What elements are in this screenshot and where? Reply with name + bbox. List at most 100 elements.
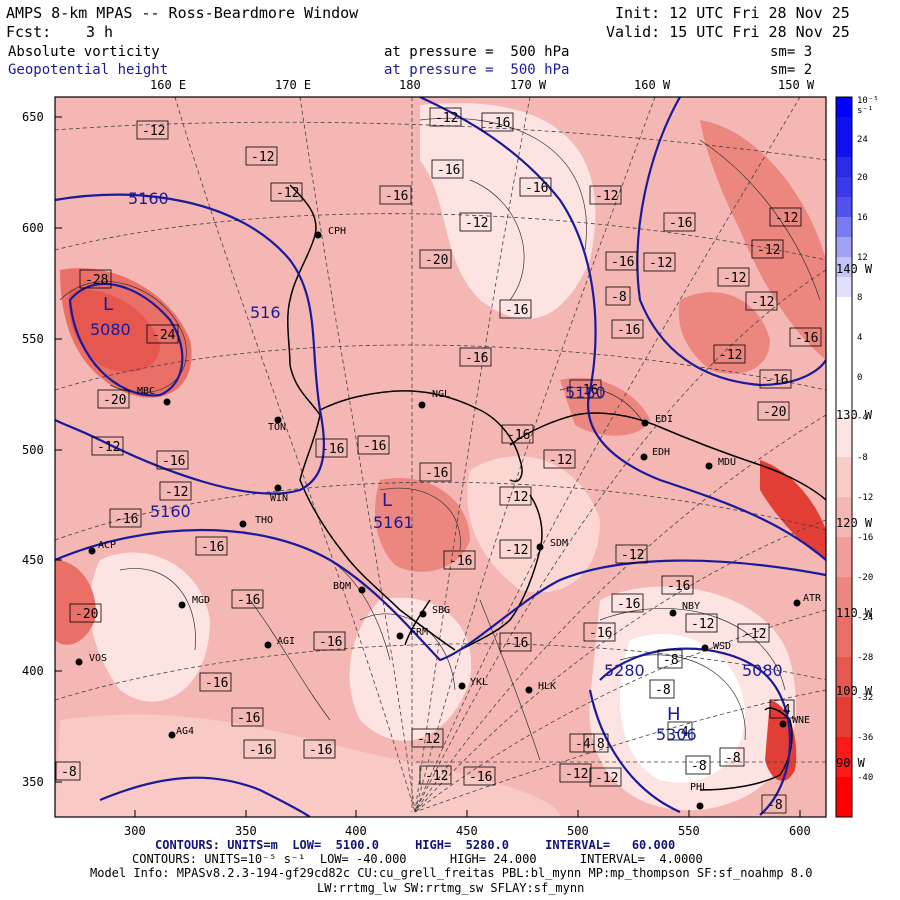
vorticity-label: -8 xyxy=(663,653,679,668)
shading-white xyxy=(620,633,745,783)
height-contour-label: 5080 xyxy=(742,661,783,680)
vorticity-label-box xyxy=(569,379,602,399)
station-label: HLK xyxy=(538,681,556,692)
vorticity-label-box xyxy=(69,603,102,623)
vorticity-label-box xyxy=(745,291,778,311)
vorticity-label: -12 xyxy=(276,186,299,201)
vorticity-label-box xyxy=(443,550,476,570)
shading-light xyxy=(420,103,596,320)
vorticity-label: -16 xyxy=(525,181,548,196)
vorticity-label-box xyxy=(657,649,683,669)
vorticity-label: -24 xyxy=(152,328,176,343)
lon-label-right: 100 W xyxy=(836,684,873,698)
vorticity-label: -12 xyxy=(142,124,165,139)
vorticity-label-box xyxy=(569,733,595,753)
field1-level: at pressure = 500 hPa xyxy=(384,44,570,60)
high-center-marker: H xyxy=(667,704,681,725)
colorbar-label: 12 xyxy=(857,253,868,263)
lon-label-top: 180 xyxy=(399,78,421,92)
vorticity-label: -8 xyxy=(61,765,77,780)
vorticity-label-box xyxy=(499,632,532,652)
colorbar-label: -4 xyxy=(857,413,868,423)
vorticity-label-box xyxy=(737,623,770,643)
vorticity-label-box xyxy=(661,575,694,595)
vorticity-label: -8 xyxy=(655,683,671,698)
footer-height-contours: CONTOURS: UNITS=m LOW= 5100.0 HIGH= 5280… xyxy=(155,838,676,852)
y-tick-label: 350 xyxy=(22,775,44,789)
vorticity-label: -12 xyxy=(549,453,572,468)
vorticity-label: -12 xyxy=(743,627,766,642)
y-tick-label: 550 xyxy=(22,332,44,346)
field2-name: Geopotential height xyxy=(8,62,169,78)
vorticity-label-box xyxy=(615,544,648,564)
vorticity-label: -12 xyxy=(719,348,742,363)
station-label: YKL xyxy=(470,677,488,688)
y-tick-label: 400 xyxy=(22,664,44,678)
vorticity-label-box xyxy=(159,481,192,501)
vorticity-label-box xyxy=(459,212,492,232)
colorbar-label: -40 xyxy=(857,773,874,783)
x-tick-label: 450 xyxy=(456,824,478,838)
vorticity-label-box xyxy=(79,269,112,289)
forecast-hour: 3 h xyxy=(86,23,114,41)
vorticity-label: -20 xyxy=(763,405,786,420)
x-tick-label: 350 xyxy=(235,824,257,838)
vorticity-label-box xyxy=(667,721,693,741)
vorticity-label: -12 xyxy=(417,732,440,747)
station-label: SBG xyxy=(432,605,450,616)
vorticity-label: -12 xyxy=(691,617,714,632)
vorticity-label-box xyxy=(643,252,676,272)
vorticity-contours xyxy=(59,117,821,761)
vorticity-label: -20 xyxy=(103,393,126,408)
colorbar-label: -16 xyxy=(857,533,874,543)
station-label: AG4 xyxy=(176,726,194,737)
vorticity-label: -16 xyxy=(469,770,492,785)
low-center-marker: L xyxy=(382,490,392,511)
vorticity-label: -12 xyxy=(97,440,120,455)
field1-name: Absolute vorticity xyxy=(8,44,160,60)
vorticity-label-box xyxy=(303,739,336,759)
vorticity-label: -16 xyxy=(385,189,408,204)
lon-label-top: 160 E xyxy=(150,78,187,92)
colorbar-label: 16 xyxy=(857,213,868,223)
vorticity-label-box xyxy=(109,508,142,528)
vorticity-label-box xyxy=(663,212,696,232)
vorticity-label: -16 xyxy=(249,743,272,758)
vorticity-label: -16 xyxy=(205,676,228,691)
footer-physics-info: LW:rrtmg_lw SW:rrtmg_sw SFLAY:sf_mynn xyxy=(317,881,585,895)
height-contour-label: 516 xyxy=(250,303,281,322)
colorbar-label: -24 xyxy=(857,613,874,623)
vorticity-label: -12 xyxy=(435,111,458,126)
colorbar-label: -8 xyxy=(857,453,868,463)
colorbar-label: -20 xyxy=(857,573,874,583)
height-contour-label: 5161 xyxy=(373,513,414,532)
vorticity-label-box xyxy=(583,733,609,753)
vorticity-label-box xyxy=(719,747,745,767)
y-tick-label: 650 xyxy=(22,110,44,124)
height-contour-label: 5080 xyxy=(90,320,131,339)
station-label: WNE xyxy=(792,715,810,726)
forecast-label: Fcst: xyxy=(6,23,52,41)
vorticity-label: -8 xyxy=(589,737,605,752)
vorticity-label-box xyxy=(543,449,576,469)
station-label: EDI xyxy=(655,414,673,425)
vorticity-label-box xyxy=(459,347,492,367)
lon-label-top: 150 W xyxy=(778,78,815,92)
lon-label-top: 160 W xyxy=(634,78,671,92)
shading-strong xyxy=(760,460,826,560)
vorticity-label: -16 xyxy=(449,554,472,569)
vorticity-label-box xyxy=(761,794,787,814)
station-label: MDU xyxy=(718,457,736,468)
lon-label-right: 90 W xyxy=(836,756,865,770)
height-contour-label: 5160 xyxy=(128,189,169,208)
vorticity-label-box xyxy=(713,344,746,364)
shading-strong xyxy=(68,289,160,373)
vorticity-label: -12 xyxy=(751,295,774,310)
vorticity-label: -12 xyxy=(505,543,528,558)
vorticity-label-box xyxy=(419,462,452,482)
vorticity-label-box xyxy=(769,699,795,719)
x-tick-label: 300 xyxy=(124,824,146,838)
vorticity-label-box xyxy=(463,766,496,786)
vorticity-label: -12 xyxy=(595,771,618,786)
